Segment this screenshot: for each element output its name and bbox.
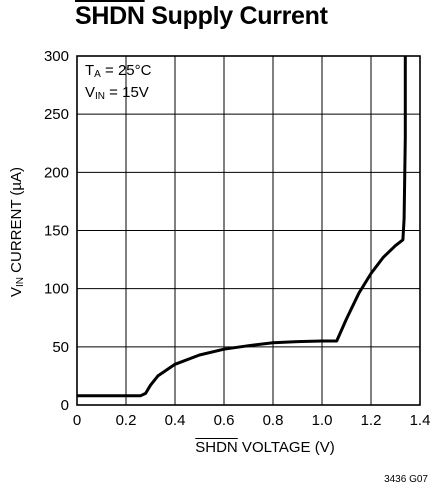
grid xyxy=(76,55,421,406)
series-line xyxy=(77,56,407,398)
y-tick-label: 200 xyxy=(44,164,69,181)
vin-condition: VIN = 15V xyxy=(85,84,149,102)
x-tick-label: 1.2 xyxy=(361,412,382,429)
plot-frame xyxy=(76,55,421,406)
x-tick-label: 0.2 xyxy=(116,412,137,429)
x-tick-label: 1.4 xyxy=(410,412,431,429)
ta-condition: TA = 25°C xyxy=(85,62,152,80)
x-tick-label: 1.0 xyxy=(312,412,333,429)
y-tick-label: 50 xyxy=(52,339,69,356)
y-tick-label: 300 xyxy=(44,48,69,65)
conditions-label: TA = 25°C VIN = 15V xyxy=(85,62,151,106)
y-axis-label: VIN CURRENT (µA) xyxy=(8,166,26,298)
x-tick-label: 0.4 xyxy=(165,412,186,429)
figure-code: 3436 G07 xyxy=(384,474,428,485)
y-tick-label: 100 xyxy=(44,281,69,298)
tick-labels: 0 0.2 0.4 0.6 0.8 1.0 1.2 1.4 0 50 100 150 200 250 300 xyxy=(44,48,430,429)
y-tick-label: 250 xyxy=(44,106,69,123)
chart-title: SHDN Supply Current xyxy=(75,2,328,30)
x-tick-label: 0.8 xyxy=(263,412,284,429)
x-tick-label: 0 xyxy=(73,412,81,429)
y-tick-label: 0 xyxy=(61,397,69,414)
x-tick-label: 0.6 xyxy=(214,412,235,429)
y-tick-label: 150 xyxy=(44,223,69,240)
x-axis-label: SHDN VOLTAGE (V) xyxy=(195,439,335,456)
